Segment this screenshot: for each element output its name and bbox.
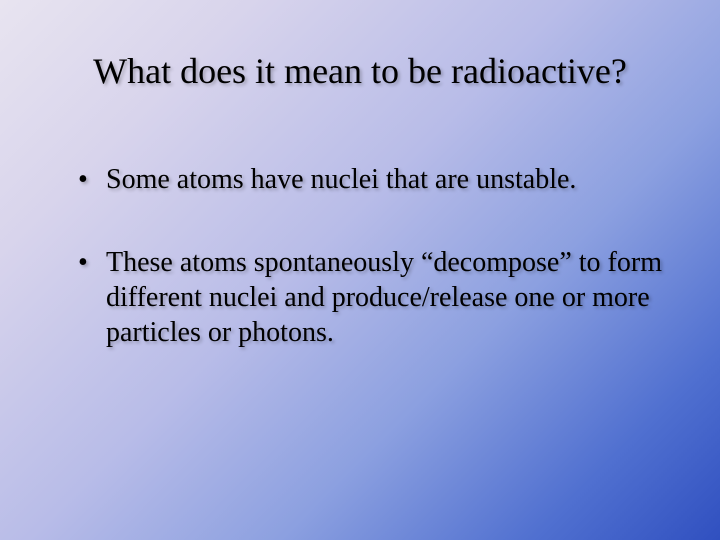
- bullet-item: Some atoms have nuclei that are unstable…: [78, 162, 672, 197]
- bullet-item: These atoms spontaneously “decompose” to…: [78, 245, 672, 350]
- slide-container: What does it mean to be radioactive? Som…: [0, 0, 720, 540]
- slide-title: What does it mean to be radioactive?: [48, 50, 672, 92]
- bullet-list: Some atoms have nuclei that are unstable…: [48, 162, 672, 350]
